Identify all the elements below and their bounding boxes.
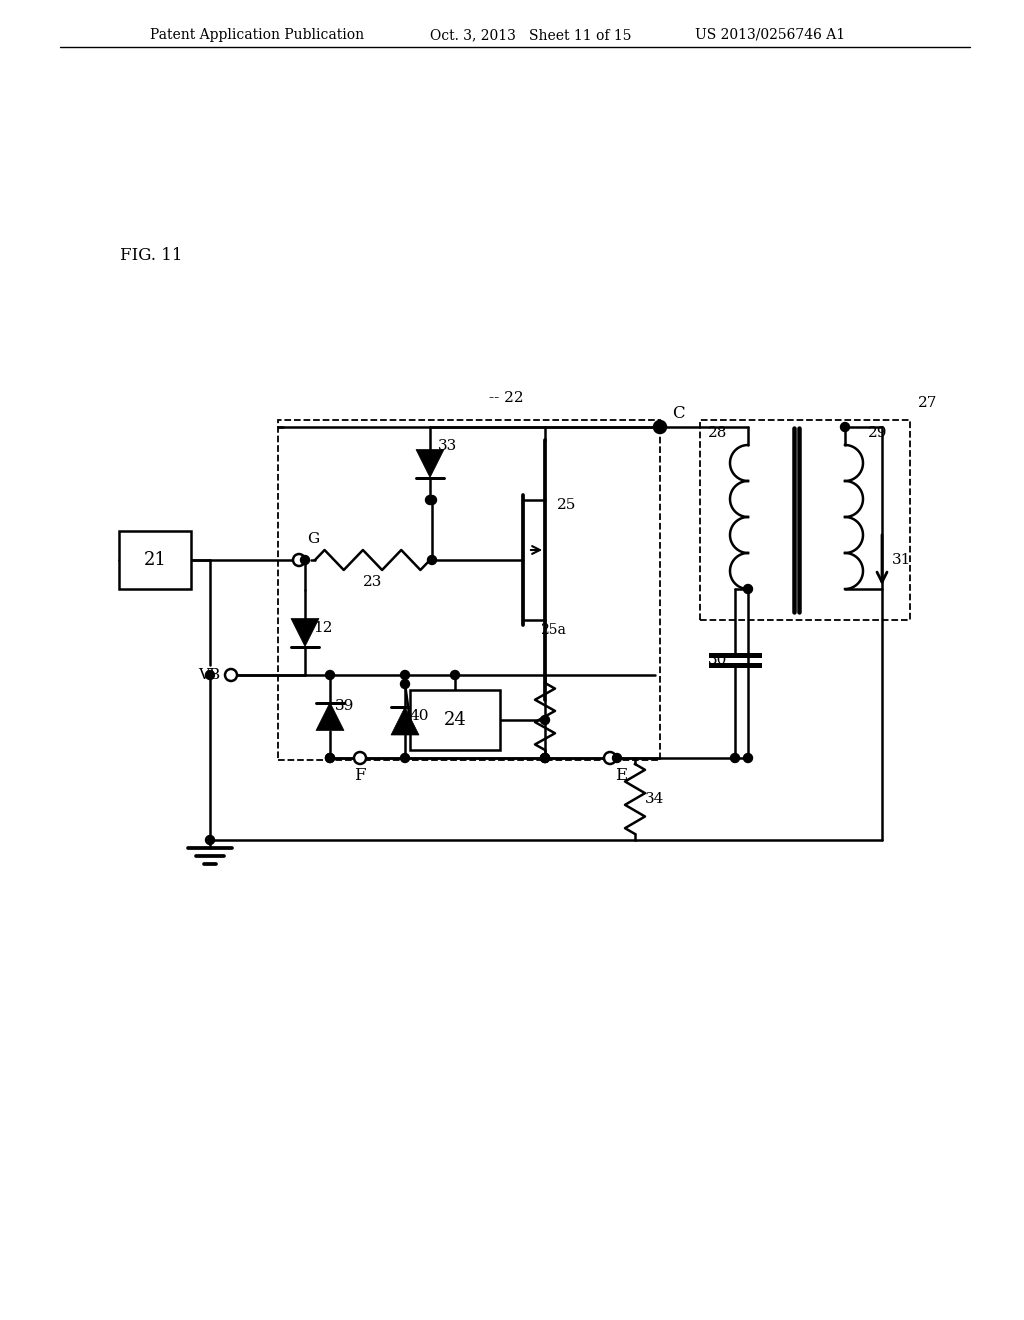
Text: 40: 40 <box>410 709 429 723</box>
Text: 30: 30 <box>708 653 727 667</box>
Circle shape <box>541 754 550 763</box>
Polygon shape <box>416 450 444 478</box>
Bar <box>700 420 910 620</box>
Polygon shape <box>391 708 419 735</box>
Circle shape <box>206 671 214 680</box>
Text: F: F <box>354 767 366 784</box>
Text: 28: 28 <box>708 426 727 440</box>
Text: VB: VB <box>198 668 220 682</box>
Circle shape <box>326 671 335 680</box>
Circle shape <box>541 715 550 725</box>
Text: 23: 23 <box>362 576 382 589</box>
Text: 39: 39 <box>335 700 354 714</box>
Text: 27: 27 <box>918 396 937 411</box>
Text: -- 22: -- 22 <box>489 391 523 405</box>
Text: 29: 29 <box>868 426 888 440</box>
Circle shape <box>655 422 665 432</box>
Bar <box>119 531 191 589</box>
Text: G: G <box>307 532 319 546</box>
Text: 31: 31 <box>892 553 911 568</box>
Bar <box>278 420 660 760</box>
Circle shape <box>451 671 460 680</box>
Circle shape <box>604 752 616 764</box>
Circle shape <box>354 752 366 764</box>
Circle shape <box>426 495 434 504</box>
Circle shape <box>293 554 305 566</box>
Text: 12: 12 <box>313 620 333 635</box>
Circle shape <box>541 754 550 763</box>
Polygon shape <box>291 619 319 647</box>
Text: US 2013/0256746 A1: US 2013/0256746 A1 <box>695 28 845 42</box>
Circle shape <box>841 422 850 432</box>
Text: Oct. 3, 2013   Sheet 11 of 15: Oct. 3, 2013 Sheet 11 of 15 <box>430 28 632 42</box>
Text: 34: 34 <box>645 792 665 807</box>
Circle shape <box>743 754 753 763</box>
Circle shape <box>400 680 410 689</box>
Circle shape <box>427 556 436 565</box>
Text: 25a: 25a <box>540 623 566 638</box>
Circle shape <box>400 671 410 680</box>
Circle shape <box>206 836 214 845</box>
Circle shape <box>655 422 665 432</box>
Polygon shape <box>316 702 344 730</box>
Text: 25: 25 <box>557 498 577 512</box>
Circle shape <box>427 495 436 504</box>
Circle shape <box>225 669 237 681</box>
Circle shape <box>730 754 739 763</box>
Text: 33: 33 <box>438 438 458 453</box>
Text: E: E <box>615 767 628 784</box>
Circle shape <box>326 754 335 763</box>
Text: FIG. 11: FIG. 11 <box>120 247 182 264</box>
Text: Patent Application Publication: Patent Application Publication <box>150 28 365 42</box>
Bar <box>410 690 500 750</box>
Circle shape <box>743 585 753 594</box>
Text: 24: 24 <box>443 711 466 729</box>
Text: 21: 21 <box>143 550 167 569</box>
Circle shape <box>300 556 309 565</box>
Circle shape <box>400 754 410 763</box>
Circle shape <box>541 754 550 763</box>
Text: C: C <box>672 405 685 422</box>
Circle shape <box>326 754 335 763</box>
Circle shape <box>612 754 622 763</box>
Circle shape <box>654 421 666 433</box>
